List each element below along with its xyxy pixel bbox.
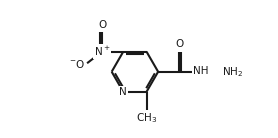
Text: NH$_2$: NH$_2$ — [222, 65, 244, 79]
Text: N$^+$: N$^+$ — [94, 45, 110, 58]
Text: $^{-}$O: $^{-}$O — [69, 58, 85, 70]
Text: O: O — [98, 20, 106, 30]
Text: CH$_3$: CH$_3$ — [136, 111, 157, 125]
Text: N: N — [120, 87, 127, 97]
Text: O: O — [175, 39, 183, 49]
Text: NH: NH — [193, 66, 208, 76]
